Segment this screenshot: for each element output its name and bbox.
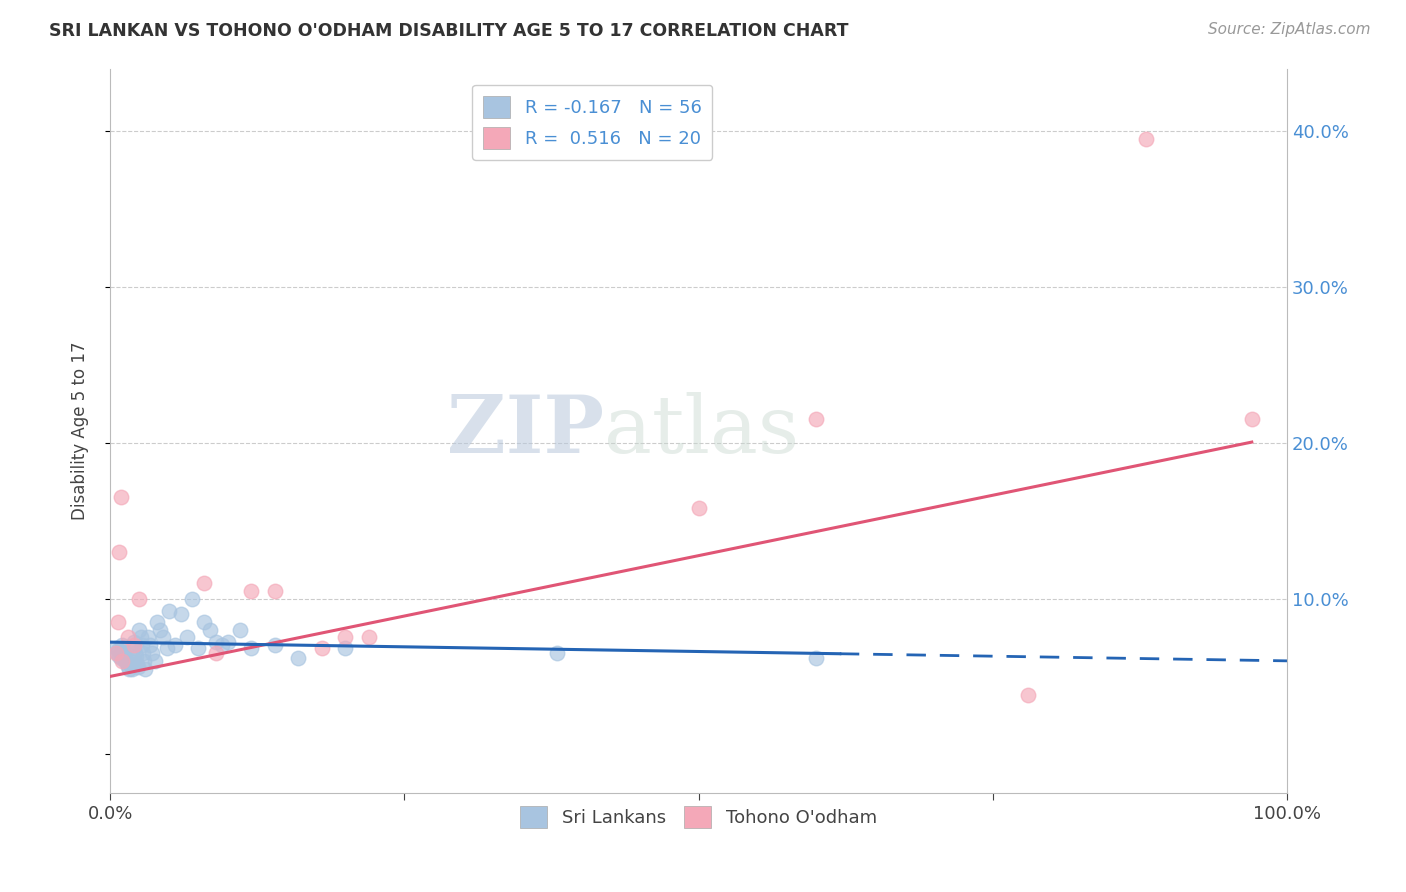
Point (806, 412, 828, 426)
Point (110, 490, 132, 504)
Point (110, 650, 132, 665)
Point (120, 657, 142, 671)
Text: atlas: atlas (605, 392, 800, 470)
Point (141, 646, 163, 660)
Point (1135, 131, 1157, 145)
Point (107, 615, 129, 629)
Point (134, 662, 156, 676)
Point (112, 648, 135, 662)
Point (211, 638, 233, 652)
Point (105, 646, 128, 660)
Point (122, 641, 145, 656)
Point (240, 583, 263, 598)
Point (335, 641, 357, 656)
Point (132, 646, 155, 660)
Point (127, 657, 149, 671)
Point (187, 641, 209, 656)
Point (193, 615, 215, 629)
Point (120, 654, 142, 668)
Point (146, 615, 169, 629)
Point (152, 631, 174, 645)
Point (143, 654, 166, 668)
Point (131, 638, 153, 652)
Point (117, 631, 139, 645)
Point (205, 635, 228, 649)
Legend: Sri Lankans, Tohono O'odham: Sri Lankans, Tohono O'odham (513, 798, 884, 835)
Point (134, 654, 156, 668)
Point (163, 638, 186, 652)
Point (181, 591, 204, 606)
Point (263, 638, 285, 652)
Point (118, 662, 141, 676)
Point (136, 631, 159, 645)
Point (121, 662, 143, 676)
Point (311, 641, 333, 656)
Point (193, 575, 215, 590)
Point (111, 644, 134, 658)
Point (127, 660, 149, 674)
Point (111, 646, 134, 660)
Point (111, 641, 134, 656)
Point (335, 631, 357, 645)
Point (198, 623, 221, 637)
Point (170, 607, 193, 621)
Text: Source: ZipAtlas.com: Source: ZipAtlas.com (1208, 22, 1371, 37)
Point (104, 646, 127, 660)
Point (108, 545, 131, 559)
Point (125, 649, 148, 664)
Point (115, 656, 138, 670)
Point (1240, 412, 1263, 426)
Point (287, 650, 309, 665)
Point (688, 501, 710, 516)
Point (155, 641, 177, 656)
Point (107, 643, 129, 657)
Point (111, 654, 134, 668)
Point (128, 623, 150, 637)
Point (122, 635, 145, 649)
Point (205, 646, 228, 660)
Point (117, 658, 139, 673)
Point (122, 638, 145, 652)
Point (157, 604, 180, 618)
Point (129, 631, 152, 645)
Point (108, 649, 131, 664)
Text: ZIP: ZIP (447, 392, 605, 470)
Point (263, 583, 285, 598)
Point (806, 650, 828, 665)
Point (357, 631, 380, 645)
Point (111, 638, 134, 652)
Point (148, 623, 170, 637)
Point (104, 641, 127, 656)
Point (124, 646, 146, 660)
Point (111, 649, 134, 664)
Point (1017, 688, 1039, 702)
Text: SRI LANKAN VS TOHONO O'ODHAM DISABILITY AGE 5 TO 17 CORRELATION CHART: SRI LANKAN VS TOHONO O'ODHAM DISABILITY … (49, 22, 849, 40)
Point (546, 646, 568, 660)
Point (176, 631, 198, 645)
Point (139, 638, 162, 652)
Point (114, 654, 136, 668)
Point (240, 641, 263, 656)
Point (217, 635, 239, 649)
Point (228, 623, 250, 637)
Point (128, 591, 150, 606)
Y-axis label: Disability Age 5 to 17: Disability Age 5 to 17 (72, 342, 89, 520)
